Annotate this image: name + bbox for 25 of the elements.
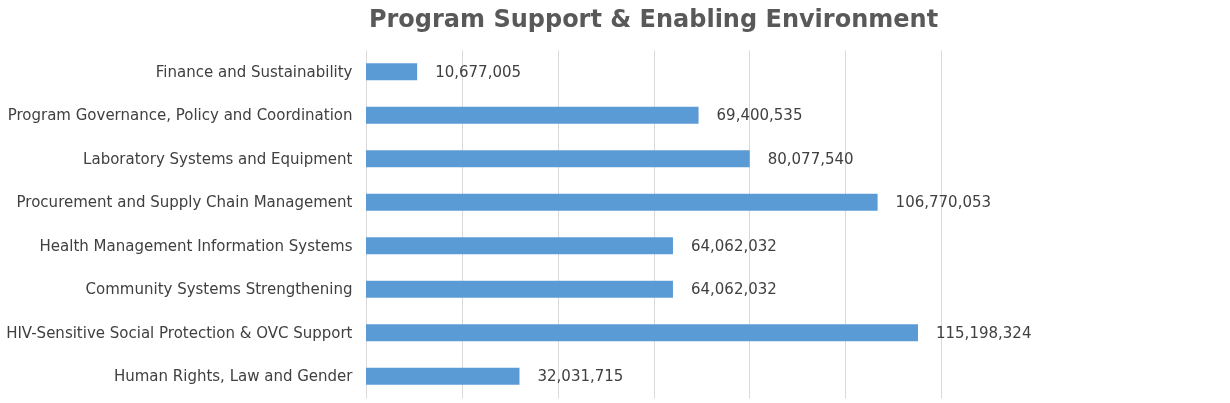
bar: [366, 324, 918, 342]
bar: [366, 106, 699, 124]
bar: [366, 193, 878, 211]
y-tick-label: HIV-Sensitive Social Protection & OVC Support: [6, 323, 353, 342]
y-tick-label: Health Management Information Systems: [39, 236, 353, 255]
bar: [366, 280, 673, 298]
data-label: 10,677,005: [435, 62, 522, 81]
y-tick-label: Finance and Sustainability: [155, 62, 353, 81]
y-tick-label: Human Rights, Law and Gender: [113, 367, 354, 386]
y-tick-label: Laboratory Systems and Equipment: [83, 149, 353, 168]
data-label: 64,062,032: [690, 280, 777, 299]
data-label: 69,400,535: [716, 106, 803, 125]
y-tick-label: Program Governance, Policy and Coordination: [7, 106, 353, 125]
data-label: 64,062,032: [690, 236, 777, 255]
y-tick-label: Community Systems Strengthening: [85, 280, 353, 299]
data-label: 115,198,324: [935, 323, 1032, 342]
bar: [366, 63, 418, 81]
data-label: 80,077,540: [767, 149, 854, 168]
data-label: 106,770,053: [895, 193, 992, 212]
chart-title: Program Support & Enabling Environment: [368, 5, 939, 33]
data-label: 32,031,715: [537, 367, 624, 386]
bar: [366, 150, 750, 168]
bar: [366, 237, 673, 255]
bar: [366, 367, 520, 385]
y-tick-label: Procurement and Supply Chain Management: [16, 193, 353, 212]
